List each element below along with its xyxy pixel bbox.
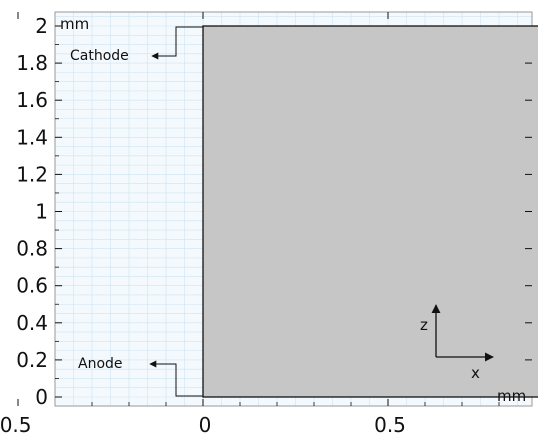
axis-ticks: -0.500.511.500.20.40.60.811.21.41.61.82 [0, 12, 532, 437]
y-tick-label: 1.4 [16, 125, 48, 149]
cathode-annotation: Cathode [70, 26, 203, 64]
triad-x-label: x [471, 364, 480, 382]
y-tick-label: 1.2 [16, 162, 48, 186]
y-tick-label: 0.6 [16, 274, 48, 298]
x-tick-label: 0.5 [374, 413, 406, 437]
y-tick-label: 0.8 [16, 237, 48, 261]
coordinate-triad: z x [420, 304, 494, 382]
geometry-domain[interactable] [202, 25, 538, 398]
y-tick-label: 1.6 [16, 88, 48, 112]
x-unit-label: mm [497, 387, 526, 405]
anode-annotation: Anode [78, 356, 203, 397]
y-tick-label: 1 [35, 200, 48, 224]
y-tick-label: 2 [35, 14, 48, 38]
anode-leader-arrow [149, 360, 203, 397]
anode-label: Anode [78, 356, 123, 372]
y-tick-label: 0.2 [16, 348, 48, 372]
y-tick-label: 1.8 [16, 51, 48, 75]
x-tick-label: -0.5 [0, 413, 32, 437]
y-tick-label: 0 [35, 385, 48, 409]
triad-z-label: z [420, 316, 428, 334]
y-unit-label: mm [60, 15, 89, 33]
cathode-label: Cathode [70, 48, 129, 64]
x-tick-label: 0 [199, 413, 212, 437]
cathode-leader-arrow [151, 26, 203, 60]
y-tick-label: 0.4 [16, 311, 48, 335]
